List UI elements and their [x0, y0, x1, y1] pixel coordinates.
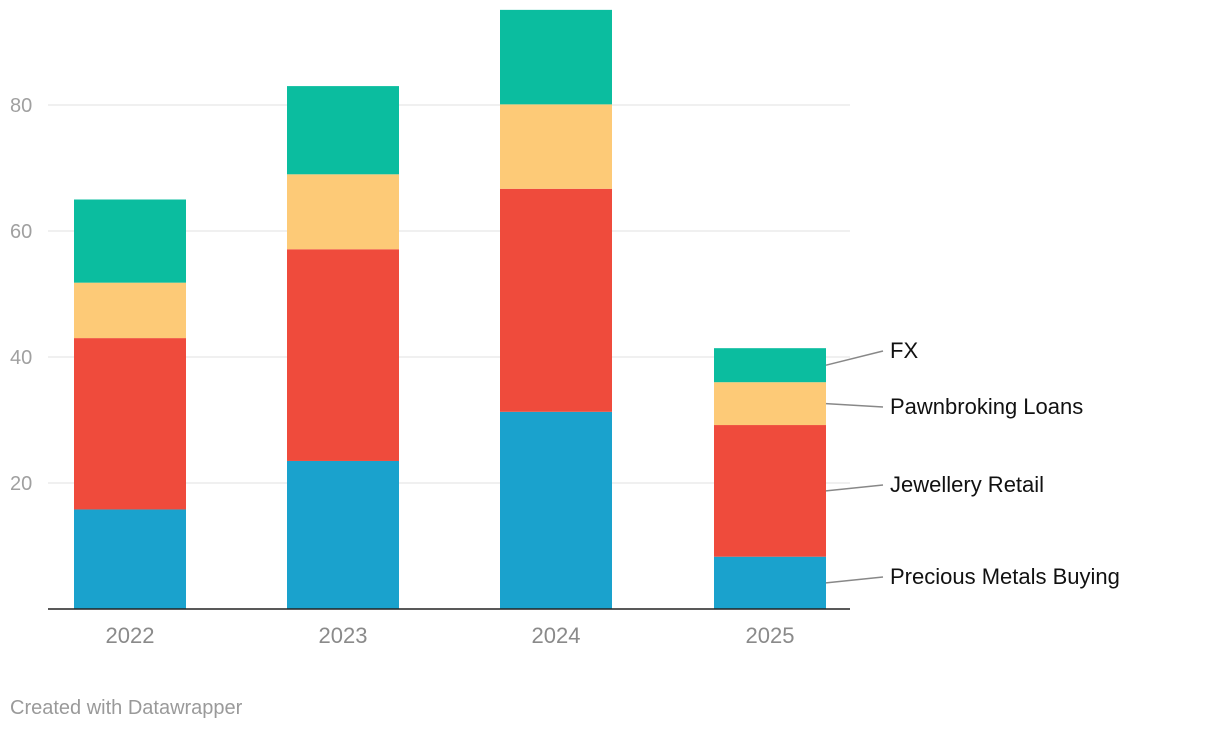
- bars: [74, 9, 826, 609]
- series-labels: Precious Metals Buying Jewellery Retail Pa…: [825, 338, 1120, 589]
- bar-2025-fx: [714, 348, 826, 383]
- bar-2024-pawnbroking-loans: [500, 104, 612, 189]
- bar-2024-jewellery-retail: [500, 188, 612, 412]
- y-tick-label-60: 60: [10, 221, 32, 243]
- y-tick-label-20: 20: [10, 473, 32, 495]
- bar-2022-precious-metals-buying: [74, 509, 186, 609]
- series-label-jewellery-retail: Jewellery Retail: [890, 472, 1044, 497]
- x-axis: 2022 2023 2024 2025: [48, 608, 850, 648]
- bar-2024-precious-metals-buying: [500, 411, 612, 609]
- y-tick-label-40: 40: [10, 347, 32, 369]
- bar-2022-jewellery-retail: [74, 338, 186, 510]
- x-tick-label-2025: 2025: [746, 623, 795, 648]
- series-label-fx: FX: [890, 338, 918, 363]
- label-leader-pawnbroking-loans: [825, 402, 884, 408]
- bar-2025-pawnbroking-loans: [714, 382, 826, 426]
- bar-2022-fx: [74, 199, 186, 283]
- footer-credit: Created with Datawrapper: [10, 697, 243, 719]
- y-tick-label-80: 80: [10, 95, 32, 117]
- x-tick-label-2023: 2023: [319, 623, 368, 648]
- series-label-pawnbroking-loans: Pawnbroking Loans: [890, 394, 1083, 419]
- bar-2023-fx: [287, 86, 399, 175]
- series-label-precious-metals-buying: Precious Metals Buying: [890, 564, 1120, 589]
- bar-2025-jewellery-retail: [714, 425, 826, 557]
- bar-2023-jewellery-retail: [287, 249, 399, 461]
- x-tick-label-2022: 2022: [106, 623, 155, 648]
- bar-2023-precious-metals-buying: [287, 460, 399, 609]
- bar-2025-precious-metals-buying: [714, 556, 826, 609]
- x-tick-label-2024: 2024: [532, 623, 581, 648]
- bar-2023-pawnbroking-loans: [287, 174, 399, 250]
- bar-2022-pawnbroking-loans: [74, 282, 186, 339]
- label-leader-fx: [825, 350, 884, 366]
- bar-2024-fx: [500, 9, 612, 105]
- label-leader-jewellery-retail: [825, 484, 884, 492]
- label-leader-precious-metals-buying: [825, 576, 884, 584]
